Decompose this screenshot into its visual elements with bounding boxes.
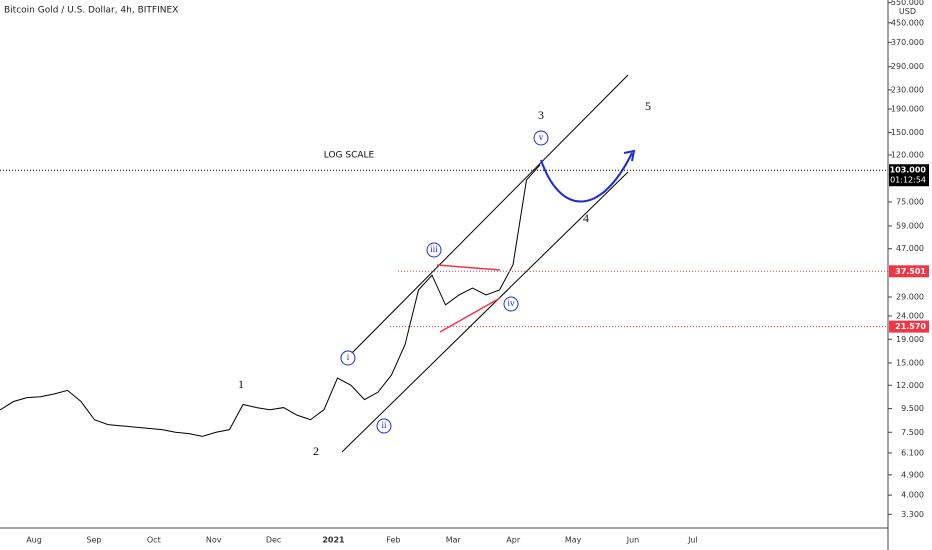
annotation: LOG SCALE: [324, 151, 375, 161]
y-tick-label: 4.000: [901, 491, 924, 500]
y-tick-label: 29.000: [896, 293, 924, 302]
price-tag-label: 21.570: [895, 322, 926, 331]
price-tag: [889, 265, 929, 278]
y-tick-label: 15.000: [896, 358, 924, 367]
y-tick-label: 290.000: [891, 62, 924, 71]
channel-upper: [344, 74, 629, 361]
sub-wave-label: i: [347, 352, 350, 362]
wave-label: 2: [313, 444, 319, 458]
y-unit: USD: [899, 7, 916, 16]
projection-arrow: [623, 149, 636, 162]
y-tick-label: 12.000: [896, 381, 924, 390]
y-tick-label: 75.000: [896, 197, 924, 206]
wave-label: 3: [538, 108, 544, 122]
price-tag-label: 37.501: [895, 267, 926, 276]
y-tick-label: 19.000: [896, 335, 924, 344]
price-tag: [889, 320, 929, 333]
y-tick-label: 450.000: [891, 18, 924, 27]
sub-wave-circle: [340, 350, 356, 366]
price-line: [0, 164, 541, 437]
x-tick-label: 2021: [322, 536, 345, 545]
sub-wave-circle: [533, 130, 549, 146]
sub-wave-label: ii: [381, 420, 387, 430]
y-tick-label: 230.000: [891, 85, 924, 94]
wave-label: 4: [583, 211, 589, 225]
x-tick-label: Mar: [446, 536, 462, 545]
y-tick-label: 3.300: [901, 510, 924, 519]
y-tick-label: 9.500: [901, 404, 924, 413]
x-tick-label: Feb: [386, 536, 400, 545]
price-tag: [889, 164, 929, 187]
sub-wave-circle: [376, 418, 392, 434]
x-tick-label: Aug: [26, 536, 42, 545]
sub-wave-label: v: [539, 132, 544, 142]
x-tick-label: Nov: [206, 536, 222, 545]
wave-label: 1: [238, 377, 244, 391]
sub-wave-label: iii: [430, 244, 438, 254]
y-tick-label: 7.500: [901, 428, 924, 437]
y-tick-label: 24.000: [896, 311, 924, 320]
y-tick-label: 59.000: [896, 221, 924, 230]
y-tick-label: 6.100: [901, 448, 924, 457]
sub-wave-circle: [426, 242, 442, 258]
projection-curve: [540, 152, 633, 203]
y-tick-label: 190.000: [891, 105, 924, 114]
x-tick-label: Apr: [506, 536, 521, 545]
wave-label: 5: [645, 99, 651, 113]
y-tick-label: 120.000: [891, 150, 924, 159]
x-tick-label: Dec: [266, 536, 281, 545]
sub-wave-label: iv: [507, 298, 515, 308]
y-tick-label: 150.000: [891, 128, 924, 137]
price-tag-label: 103.000: [890, 166, 927, 175]
countdown: 01:12:54: [890, 176, 926, 185]
channel-lower: [341, 171, 629, 453]
x-tick-label: Jul: [687, 536, 698, 545]
x-tick-label: May: [565, 536, 582, 545]
triangle-upper: [436, 264, 501, 271]
sub-wave-circle: [503, 296, 519, 312]
chart-title: Bitcoin Gold / U.S. Dollar, 4h, BITFINEX: [4, 6, 178, 16]
x-tick-label: Jun: [626, 536, 640, 545]
x-tick-label: Sep: [86, 536, 101, 545]
y-tick-label: 370.000: [891, 38, 924, 47]
y-tick-label: 4.900: [901, 470, 924, 479]
x-tick-label: Oct: [147, 536, 161, 545]
y-tick-label: 47.000: [896, 244, 924, 253]
y-tick-label: 550.000: [891, 0, 924, 7]
